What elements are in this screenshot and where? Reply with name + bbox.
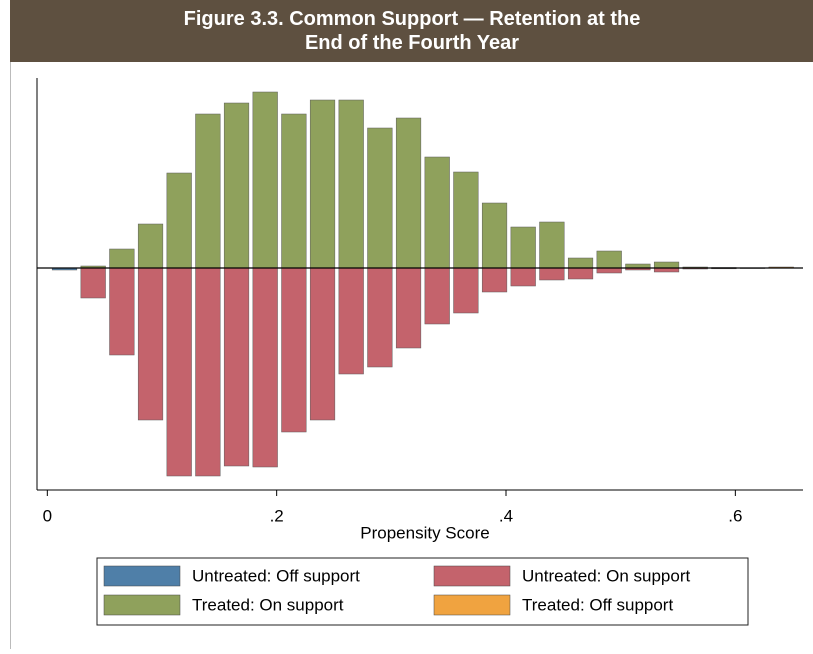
bar (80, 267, 106, 299)
legend (96, 557, 749, 626)
bar (453, 267, 479, 314)
x-tick-label: .2 (270, 506, 284, 525)
bar (281, 113, 307, 269)
bar (223, 267, 250, 467)
bar (309, 99, 336, 269)
legend-label: Treated: Off support (522, 595, 673, 614)
bar (109, 248, 135, 269)
bar (567, 267, 594, 280)
x-axis-label: Propensity Score (360, 523, 489, 542)
legend-swatch (433, 594, 511, 616)
bar (137, 223, 164, 269)
legend-swatch (103, 565, 181, 587)
legend-label: Treated: On support (192, 595, 344, 614)
bar (309, 267, 336, 421)
bar (281, 267, 307, 433)
bar (223, 102, 250, 269)
legend-label: Untreated: On support (522, 566, 690, 585)
bar (195, 267, 221, 477)
bar (252, 267, 278, 468)
legend-swatch (433, 565, 511, 587)
bar (453, 171, 479, 269)
bar (395, 117, 422, 269)
legend-swatch (103, 594, 181, 616)
x-tick-label: .4 (499, 506, 513, 525)
chart-title: Figure 3.3. Common Support — Retention a… (184, 8, 641, 54)
bar (539, 267, 565, 281)
x-tick-label: .6 (728, 506, 742, 525)
bar (510, 267, 536, 287)
bar (481, 202, 508, 269)
bar (481, 267, 508, 293)
bar (539, 221, 565, 269)
bar (166, 267, 192, 477)
bar (424, 267, 450, 325)
bar (596, 267, 622, 274)
bar (567, 257, 594, 269)
bar (252, 91, 278, 269)
x-tick-label: 0 (43, 506, 52, 525)
bar (367, 267, 393, 368)
bar (137, 267, 164, 421)
bar (109, 267, 135, 356)
bar (166, 172, 192, 269)
bar (338, 267, 364, 375)
bar (653, 261, 680, 269)
bar (367, 127, 393, 269)
bar (424, 156, 450, 269)
bar (395, 267, 422, 349)
title-band (10, 0, 813, 62)
legend-label: Untreated: Off support (192, 566, 360, 585)
bar (596, 250, 622, 269)
bar (338, 99, 364, 269)
bar (195, 113, 221, 269)
bar (510, 226, 536, 269)
